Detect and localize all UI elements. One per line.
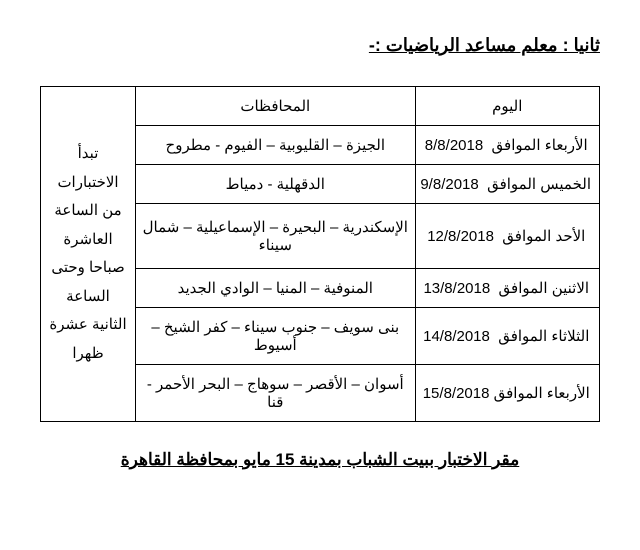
day-name: الثلاثاء الموافق	[498, 328, 589, 345]
day-name: الأحد الموافق	[502, 228, 585, 245]
day-cell: الأربعاء الموافق 8/8/2018	[415, 126, 599, 165]
day-cell: الثلاثاء الموافق 14/8/2018	[415, 308, 599, 365]
day-name: الأربعاء الموافق	[494, 385, 590, 402]
day-name: الخميس الموافق	[487, 176, 591, 193]
day-cell: الخميس الموافق 9/8/2018	[415, 165, 599, 204]
day-date: 14/8/2018	[423, 328, 490, 345]
day-name: الاثنين الموافق	[499, 280, 590, 297]
schedule-table: اليوم المحافظات تبدأ الاختبارات من الساع…	[40, 86, 600, 422]
day-cell: الاثنين الموافق 13/8/2018	[415, 269, 599, 308]
day-date: 15/8/2018	[423, 385, 490, 402]
col-header-gov: المحافظات	[136, 87, 416, 126]
table-header-row: اليوم المحافظات تبدأ الاختبارات من الساع…	[41, 87, 600, 126]
gov-cell: المنوفية – المنيا – الوادي الجديد	[136, 269, 416, 308]
section-heading: ثانيا : معلم مساعد الرياضيات :-	[40, 35, 600, 56]
gov-cell: أسوان – الأقصر – سوهاج – البحر الأحمر - …	[136, 365, 416, 422]
gov-cell: الدقهلية - دمياط	[136, 165, 416, 204]
day-name: الأربعاء الموافق	[492, 137, 588, 154]
day-date: 13/8/2018	[423, 280, 490, 297]
day-cell: الأحد الموافق 12/8/2018	[415, 204, 599, 269]
gov-cell: بنى سويف – جنوب سيناء – كفر الشيخ – أسيو…	[136, 308, 416, 365]
day-cell: الأربعاء الموافق 15/8/2018	[415, 365, 599, 422]
gov-cell: الجيزة – القليوبية – الفيوم - مطروح	[136, 126, 416, 165]
note-cell: تبدأ الاختبارات من الساعة العاشرة صباحا …	[41, 87, 136, 422]
day-date: 8/8/2018	[425, 137, 483, 154]
day-date: 9/8/2018	[420, 176, 478, 193]
gov-cell: الإسكندرية – البحيرة – الإسماعيلية – شما…	[136, 204, 416, 269]
day-date: 12/8/2018	[427, 228, 494, 245]
col-header-day: اليوم	[415, 87, 599, 126]
footer-location: مقر الاختبار ببيت الشباب بمدينة 15 مايو …	[40, 450, 600, 470]
